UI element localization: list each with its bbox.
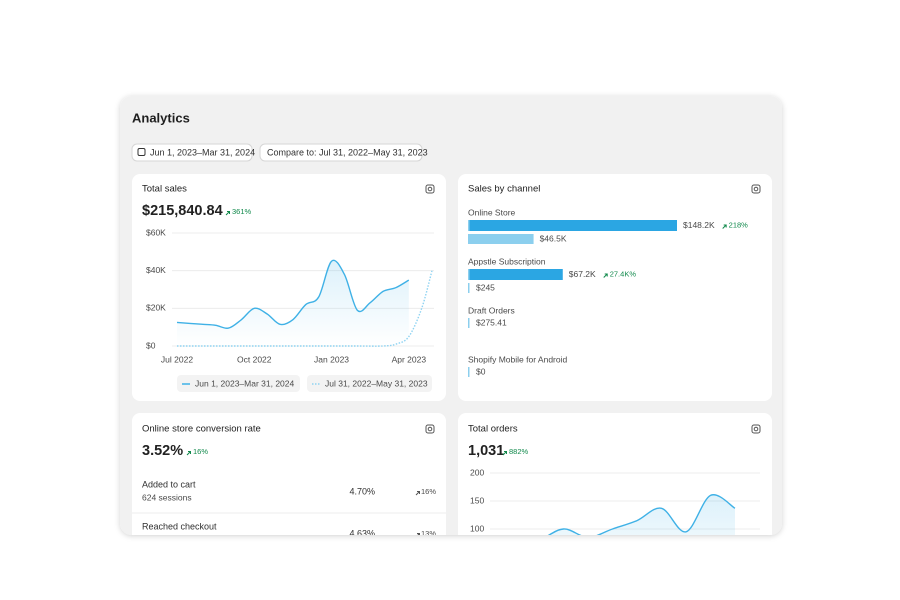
channel-change: 218% [729,220,749,229]
trend-arrow [415,491,420,496]
card [458,413,772,535]
card-title: Sales by channel [468,184,540,195]
date-range[interactable]: Jun 1, 2023–Mar 31, 2024 [150,147,255,157]
y-tick-label: $20K [146,303,166,313]
channel-bar [468,269,563,280]
legend-label[interactable]: Jun 1, 2023–Mar 31, 2024 [195,378,295,388]
card-title: Online store conversion rate [142,424,261,435]
legend-item[interactable] [307,375,432,392]
x-tick-label: Jan 2023 [314,354,349,364]
x-tick-label: Apr 2023 [392,354,427,364]
y-tick-label: 150 [470,495,484,505]
series-line [177,270,433,347]
metric-change: 882% [509,447,529,456]
calendar-icon [137,148,146,156]
trend-arrow [225,211,230,216]
channel-bar [468,220,677,231]
trend-arrow [603,273,608,278]
metric-value: 3.52% [142,443,183,459]
series-line [176,259,410,329]
x-tick-label: Jul 2022 [161,354,193,364]
trend-arrow [186,451,191,456]
legend-label[interactable]: Jul 31, 2022–May 31, 2023 [325,378,428,388]
x-tick-label: Oct 2022 [237,354,272,364]
channel-name: Draft Orders [468,305,515,315]
channel-change: 27.4K% [610,269,637,278]
card-icon [751,184,761,194]
funnel-change: 16% [421,487,436,496]
channel-value: $245 [476,282,495,292]
date-button[interactable] [131,143,253,162]
channel-value: $46.5K [540,233,567,243]
y-tick-label: 100 [470,523,484,533]
metric-value: 1,031 [468,443,504,459]
card-icon [751,424,761,434]
card-title: Total sales [142,184,187,195]
channel-name: Shopify Mobile for Android [468,354,567,364]
channel-value: $0 [476,366,486,376]
card-icon [753,186,759,192]
channel-name: Online Store [468,207,516,217]
funnel-change: 13% [421,529,436,538]
funnel-step: Added to cart [142,479,196,489]
card-icon [753,426,759,432]
card-title: Total orders [468,424,518,435]
y-tick-label: $60K [146,227,166,237]
y-tick-label: 200 [470,467,484,477]
trend-arrow [502,451,507,456]
channel-value: $67.2K [569,269,596,279]
trend-arrow [722,224,727,229]
funnel-step: Reached checkout [142,521,217,531]
card-icon [425,184,435,194]
card-icon [427,426,433,432]
funnel-rate: 4.70% [349,486,375,496]
card [132,413,446,535]
funnel-rate: 4.63% [349,528,375,538]
funnel-sessions: 624 sessions [142,492,192,502]
series-line [489,494,736,535]
metric-change: 361% [232,207,252,216]
card-icon [425,424,435,434]
channel-value: $275.41 [476,317,507,327]
panel-content: Analytics Jun 1, 2023–Mar 31, 2024 Compa… [131,110,772,538]
channel-name: Appstle Subscription [468,256,546,266]
legend-item[interactable] [177,375,300,392]
y-tick-label: $40K [146,265,166,275]
page-title: Analytics [132,110,190,125]
channel-value: $148.2K [683,220,715,230]
compare-button[interactable] [259,143,423,162]
channel-bar [468,234,534,244]
card-icon [427,186,433,192]
trend-arrow [415,533,420,535]
metric-change: 16% [193,447,208,456]
compare-range[interactable]: Compare to: Jul 31, 2022–May 31, 2023 [267,147,428,157]
series-area [177,260,409,346]
y-tick-label: $0 [146,340,156,350]
metric-value: $215,840.84 [142,203,223,219]
